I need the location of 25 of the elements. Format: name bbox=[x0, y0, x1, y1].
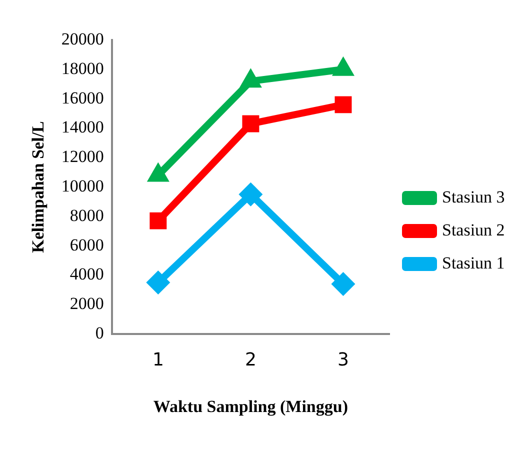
y-tick-label: 0 bbox=[95, 323, 104, 342]
y-tick-label: 12000 bbox=[61, 147, 104, 166]
y-tick-label: 2000 bbox=[70, 294, 104, 314]
y-tick-label: 20000 bbox=[61, 29, 104, 48]
y-tick-label: 14000 bbox=[61, 118, 104, 137]
point bbox=[150, 212, 167, 230]
y-tick-label: 8000 bbox=[70, 206, 104, 225]
point bbox=[238, 182, 263, 206]
y-tick-label: 6000 bbox=[70, 235, 104, 254]
x-tick-label: 1 bbox=[152, 349, 164, 370]
y-axis-title: Kelimpahan Sel/L bbox=[28, 121, 48, 253]
y-tick-label: 16000 bbox=[61, 88, 104, 108]
y-tick-label: 4000 bbox=[70, 264, 104, 284]
point bbox=[239, 68, 262, 88]
x-axis-title: Waktu Sampling (Minggu) bbox=[153, 397, 348, 416]
point bbox=[331, 272, 356, 296]
y-tick-label: 18000 bbox=[61, 58, 104, 78]
point bbox=[146, 270, 170, 295]
x-tick-label: 3 bbox=[338, 349, 349, 370]
legend-label: Stasiun 3 bbox=[442, 187, 505, 206]
legend-label: Stasiun 1 bbox=[442, 253, 505, 272]
x-tick-label: 2 bbox=[244, 349, 256, 370]
point bbox=[332, 56, 354, 76]
legend-label: Stasiun 2 bbox=[442, 220, 505, 240]
y-tick-label: 10000 bbox=[61, 176, 104, 196]
